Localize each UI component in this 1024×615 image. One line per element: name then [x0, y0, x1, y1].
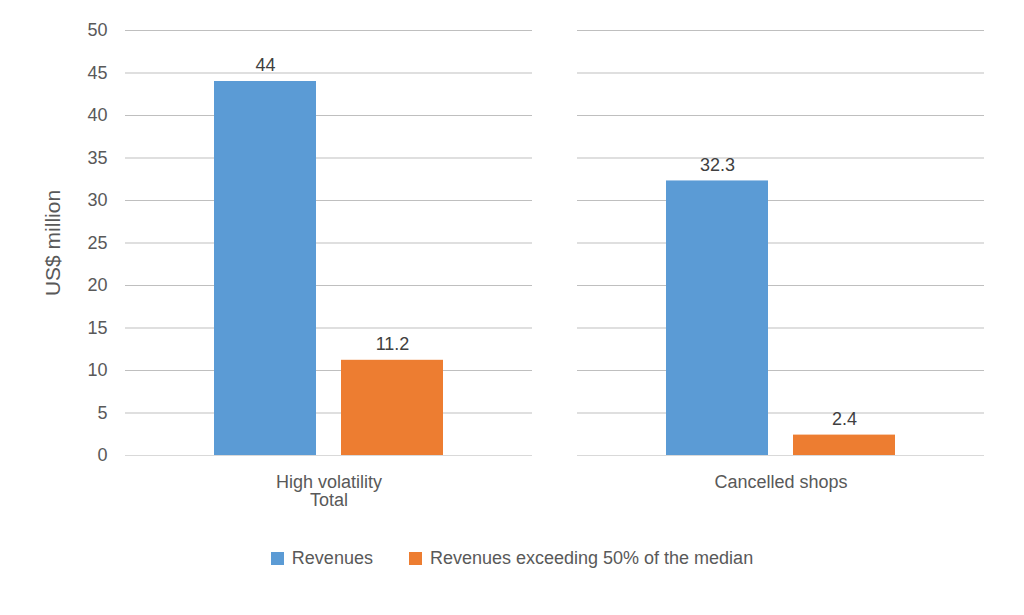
svg-text:45: 45: [87, 63, 107, 83]
svg-text:32.3: 32.3: [700, 155, 735, 175]
html-text:Revenues: Revenues: [291, 548, 373, 568]
svg-text:2.4: 2.4: [832, 409, 857, 429]
svg-text:20: 20: [87, 275, 107, 295]
svg-text:US$ million: US$ million: [41, 190, 64, 296]
svg-text:35: 35: [87, 148, 107, 168]
svg-text:15: 15: [87, 318, 107, 338]
svg-text:High volatilityTotal: High volatilityTotal: [276, 472, 382, 510]
svg-text:5: 5: [97, 403, 107, 423]
svg-text:44: 44: [255, 55, 275, 75]
svg-text:30: 30: [87, 190, 107, 210]
svg-text:40: 40: [87, 105, 107, 125]
svg-text:50: 50: [87, 20, 107, 40]
svg-text:0: 0: [97, 445, 107, 465]
svg-text:10: 10: [87, 360, 107, 380]
svg-text:11.2: 11.2: [376, 334, 410, 354]
svg-text:Cancelled shops: Cancelled shops: [714, 472, 847, 492]
svg-text:25: 25: [87, 233, 107, 253]
html-text:Revenues exceeding 50% of the: Revenues exceeding 50% of the median: [429, 548, 754, 568]
